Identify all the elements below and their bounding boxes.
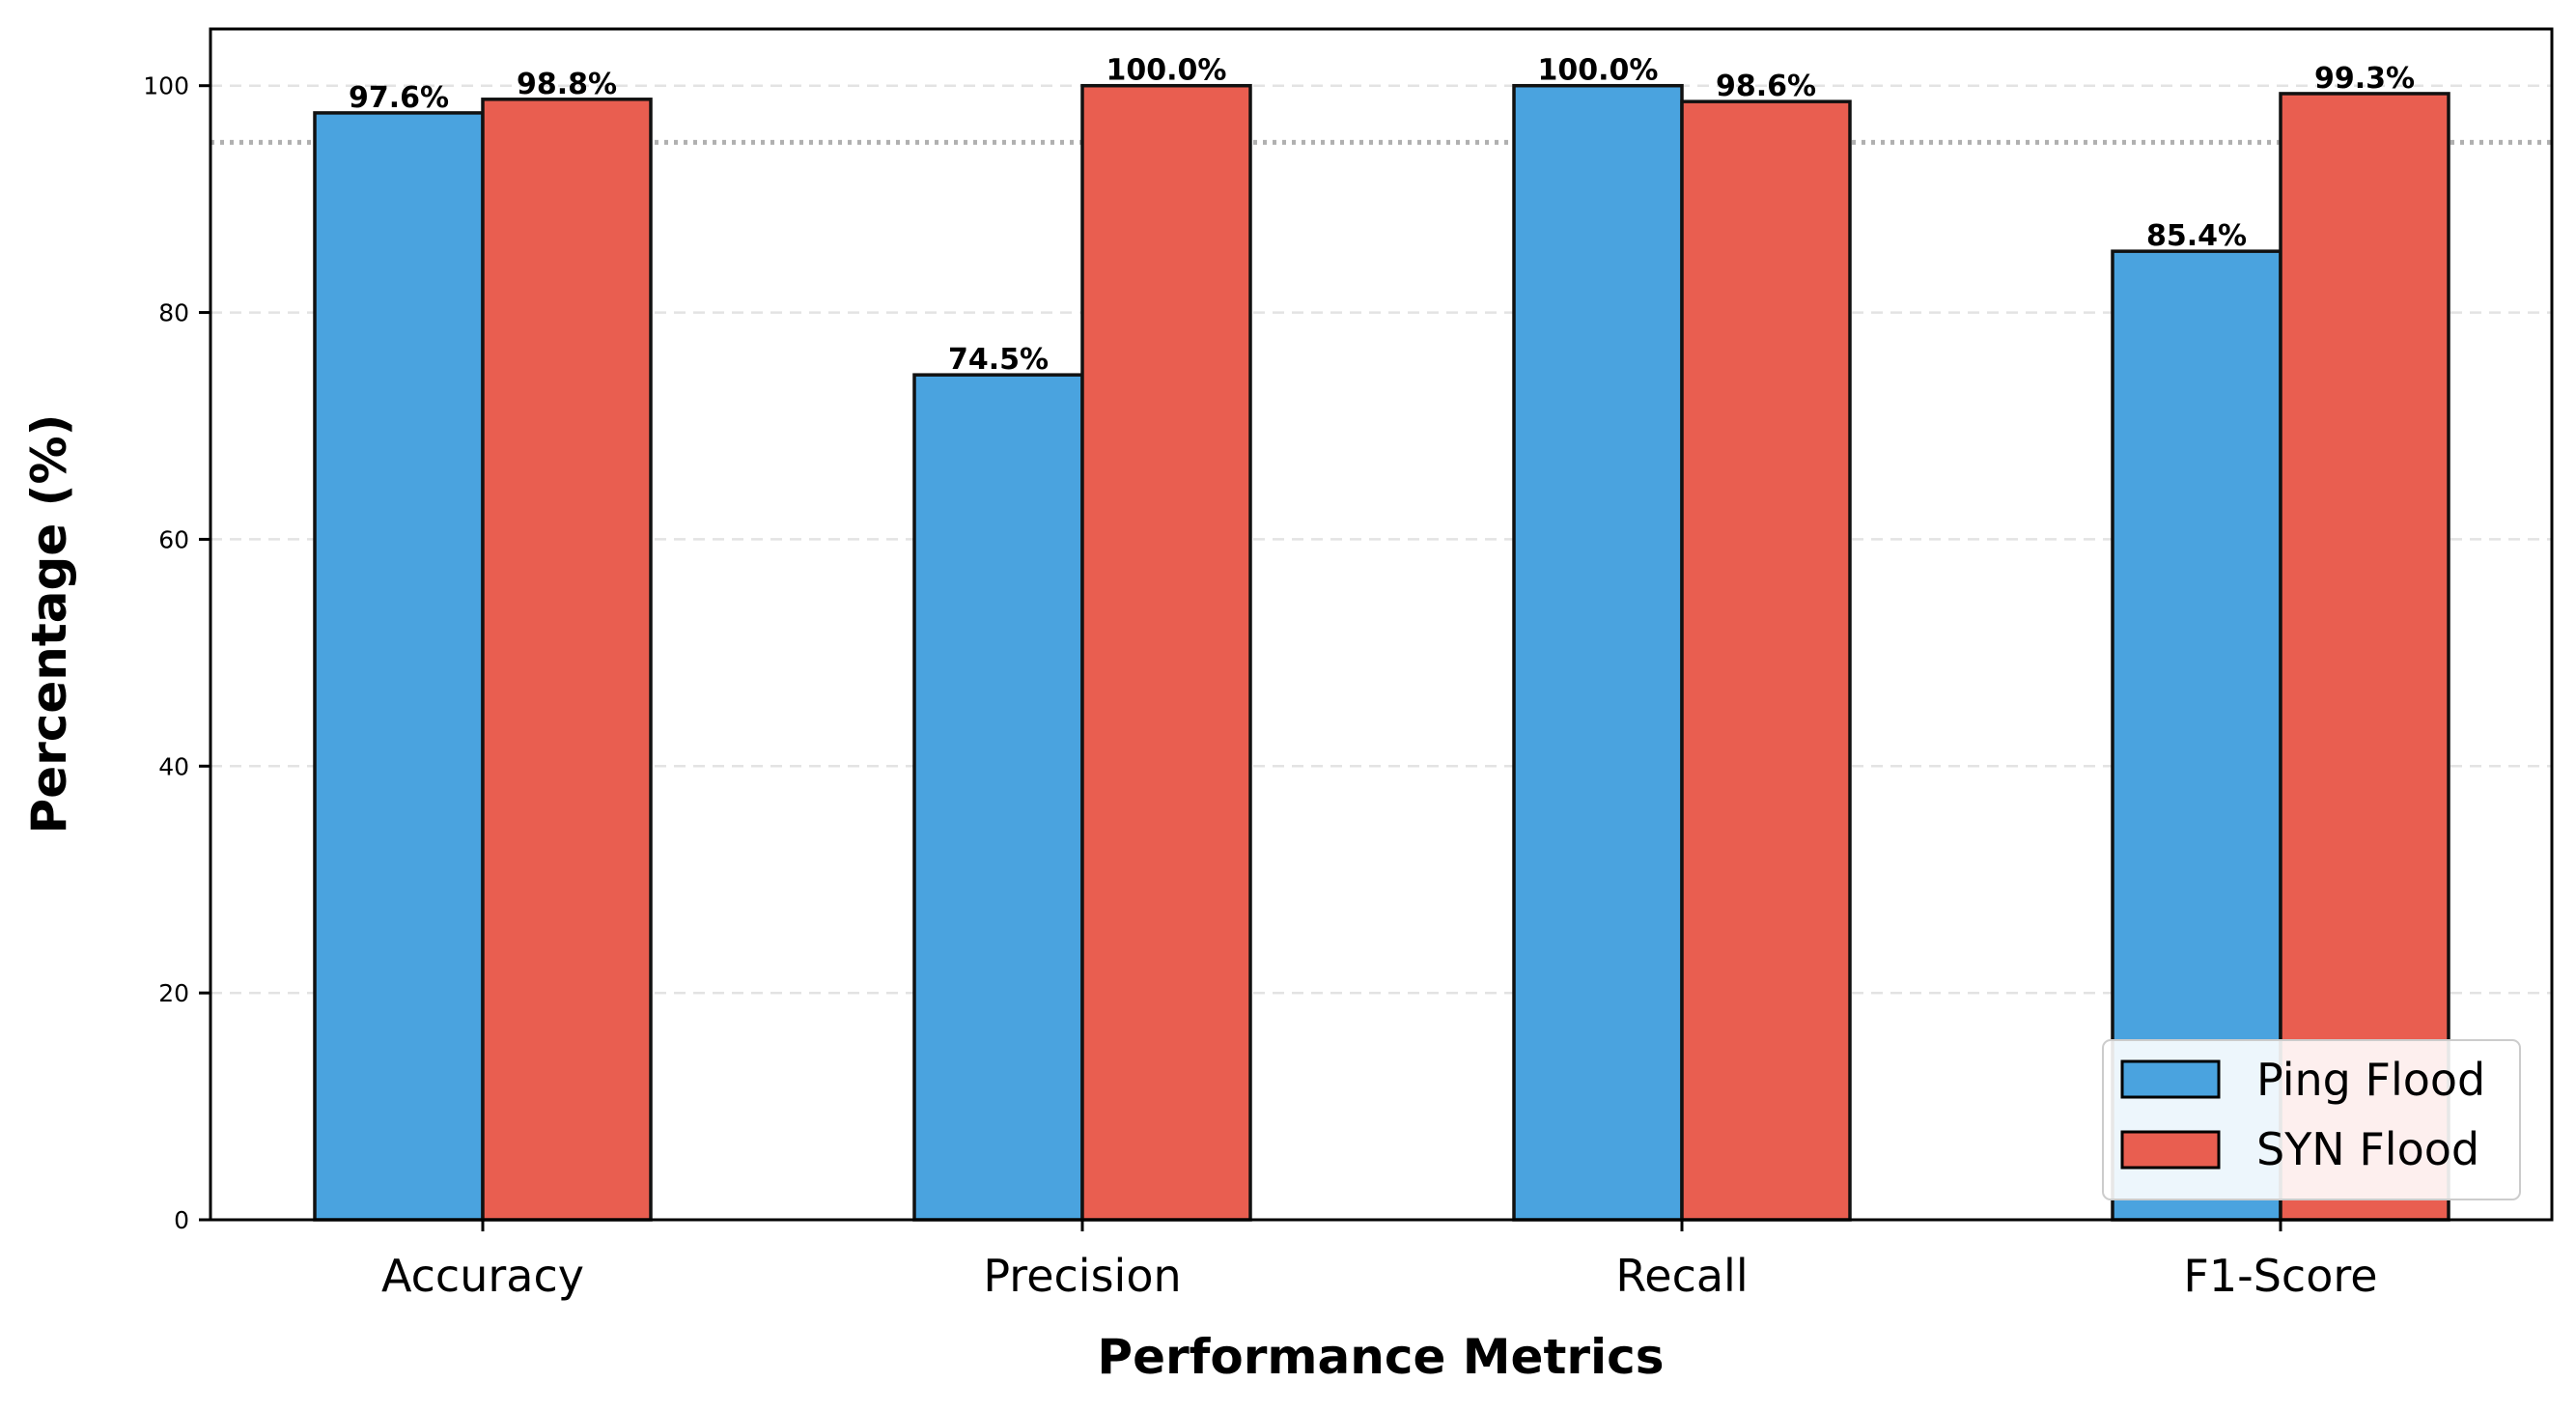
y-tick-label: 80 xyxy=(158,299,189,327)
x-tick-label-precision: Precision xyxy=(983,1250,1181,1302)
bar-ping-flood-precision xyxy=(912,373,1084,1222)
y-tick-label: 0 xyxy=(174,1206,189,1234)
data-label-ping-flood: 97.6% xyxy=(349,81,449,115)
data-label-syn-flood: 98.6% xyxy=(1716,70,1816,103)
y-tick-label: 60 xyxy=(158,525,189,553)
x-tick-label-accuracy: Accuracy xyxy=(381,1250,584,1302)
bar-ping-flood-recall xyxy=(1512,83,1684,1222)
bar-ping-flood-accuracy xyxy=(313,111,485,1222)
legend-swatch-ping-flood xyxy=(2120,1059,2221,1099)
bar-syn-flood-recall xyxy=(1680,99,1852,1222)
y-tick-label: 100 xyxy=(143,72,189,100)
plot-frame xyxy=(209,27,2554,1222)
x-axis: Accuracy Precision Recall F1-Score xyxy=(381,1220,2378,1302)
bars xyxy=(313,83,2450,1222)
legend-label-ping-flood: Ping Flood xyxy=(2256,1054,2485,1106)
data-label-ping-flood: 85.4% xyxy=(2146,219,2247,253)
x-tick-label-f1-score: F1-Score xyxy=(2183,1250,2377,1302)
data-labels: 97.6% 74.5% 100.0% 85.4% 98.8% 100.0% 98.6% 99.… xyxy=(349,54,2415,377)
data-label-syn-flood: 100.0% xyxy=(1106,54,1227,88)
legend: Ping Flood SYN Flood xyxy=(2102,1039,2521,1200)
y-axis: 0 20 40 60 80 100 xyxy=(143,72,210,1234)
x-axis-title: Performance Metrics xyxy=(1097,1329,1664,1385)
data-label-ping-flood: 74.5% xyxy=(948,343,1049,377)
data-label-syn-flood: 98.8% xyxy=(517,68,617,101)
y-tick-label: 20 xyxy=(158,979,189,1007)
legend-label-syn-flood: SYN Flood xyxy=(2256,1123,2479,1175)
legend-swatch-syn-flood xyxy=(2120,1130,2221,1170)
bar-syn-flood-accuracy xyxy=(481,98,653,1222)
bar-syn-flood-f1-score xyxy=(2279,92,2450,1222)
y-tick-label: 40 xyxy=(158,752,189,780)
bar-syn-flood-precision xyxy=(1080,83,1252,1222)
data-label-syn-flood: 99.3% xyxy=(2314,62,2415,96)
x-tick-label-recall: Recall xyxy=(1615,1250,1748,1302)
data-label-ping-flood: 100.0% xyxy=(1538,54,1659,88)
y-axis-title: Percentage (%) xyxy=(21,414,77,834)
